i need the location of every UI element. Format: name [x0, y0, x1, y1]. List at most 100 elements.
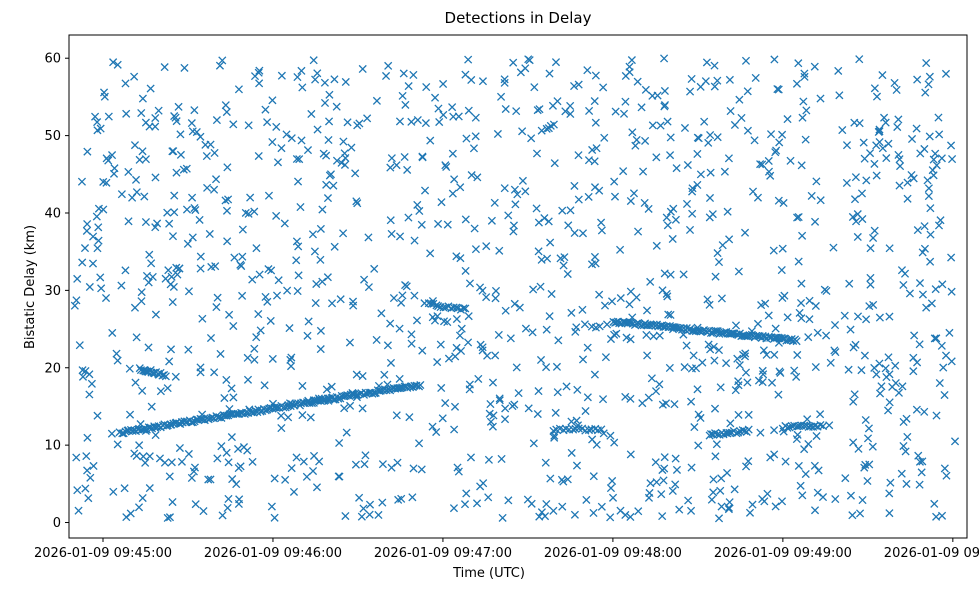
data-point	[415, 206, 424, 216]
data-point	[743, 126, 752, 135]
data-point	[132, 188, 141, 197]
data-point	[130, 141, 140, 150]
data-point	[570, 228, 579, 238]
data-point	[318, 205, 327, 214]
data-point	[696, 170, 705, 179]
data-point	[70, 301, 79, 310]
data-point	[254, 310, 263, 319]
data-point	[606, 484, 616, 493]
data-point	[212, 116, 221, 125]
data-point	[252, 333, 261, 342]
data-point	[448, 149, 457, 158]
data-point	[529, 439, 538, 448]
data-point	[412, 316, 422, 325]
data-point	[442, 162, 451, 172]
data-point	[884, 139, 893, 148]
data-point	[484, 493, 493, 502]
data-point	[273, 158, 283, 167]
data-point	[793, 213, 802, 222]
data-point	[842, 141, 852, 150]
data-point	[205, 229, 214, 239]
data-point	[820, 285, 829, 294]
x-tick-label: 2026-01-09 09:49:00	[714, 546, 852, 561]
data-point	[364, 283, 373, 292]
data-point	[928, 166, 937, 175]
data-point	[218, 511, 227, 520]
data-point	[174, 102, 183, 111]
data-point	[751, 73, 760, 83]
data-point	[448, 189, 457, 198]
data-point	[735, 361, 744, 370]
data-point	[855, 55, 864, 64]
data-point	[261, 105, 270, 114]
data-point	[88, 259, 98, 268]
data-point	[646, 479, 655, 488]
data-point	[410, 236, 419, 245]
data-point	[486, 417, 495, 426]
data-point	[491, 351, 500, 360]
data-point	[145, 250, 154, 259]
data-point	[292, 237, 301, 246]
data-point	[807, 191, 816, 200]
data-point	[925, 132, 934, 141]
data-point	[705, 213, 714, 222]
data-point	[562, 382, 571, 391]
data-point	[234, 499, 243, 509]
data-point	[550, 159, 559, 168]
data-point	[506, 334, 515, 343]
data-point	[94, 223, 103, 232]
data-point	[137, 297, 146, 306]
data-point	[777, 497, 787, 506]
data-point	[922, 58, 931, 68]
data-point	[263, 297, 272, 306]
data-point	[452, 303, 461, 312]
x-tick-label: 2026-01-09 09:48:00	[544, 546, 682, 561]
data-point	[238, 291, 247, 300]
data-point	[535, 512, 544, 521]
data-point	[595, 290, 604, 299]
data-point	[221, 101, 230, 110]
data-point	[783, 423, 792, 432]
data-point	[709, 342, 718, 351]
data-point	[268, 96, 277, 105]
data-point	[802, 106, 811, 115]
data-point	[658, 465, 667, 475]
data-point	[805, 296, 814, 305]
y-tick-label: 0	[53, 516, 61, 531]
data-point	[924, 192, 933, 201]
data-point	[800, 445, 809, 454]
data-point	[644, 204, 653, 213]
data-point	[810, 506, 820, 515]
data-point	[687, 463, 696, 472]
data-point	[280, 219, 289, 228]
data-point	[534, 218, 543, 227]
data-point	[632, 319, 641, 328]
data-point	[358, 64, 367, 74]
data-point	[184, 449, 193, 459]
data-point	[682, 341, 691, 350]
data-point	[457, 324, 466, 333]
data-point	[810, 461, 819, 470]
data-point	[78, 366, 87, 375]
data-point	[78, 258, 87, 267]
data-point	[726, 107, 735, 116]
data-point	[289, 487, 299, 496]
data-point	[570, 81, 579, 91]
data-point	[509, 227, 518, 236]
data-point	[395, 324, 404, 333]
data-point	[109, 58, 118, 67]
data-point	[397, 298, 406, 307]
data-point	[891, 361, 900, 370]
data-point	[537, 255, 546, 264]
data-point	[222, 107, 231, 117]
data-point	[891, 379, 900, 388]
data-point	[875, 137, 884, 147]
data-point	[800, 72, 809, 81]
data-point	[582, 495, 591, 504]
data-point	[566, 206, 575, 215]
data-point	[799, 97, 808, 106]
data-point	[513, 190, 522, 199]
data-point	[942, 471, 951, 480]
data-point	[753, 319, 763, 328]
data-point	[880, 113, 889, 122]
